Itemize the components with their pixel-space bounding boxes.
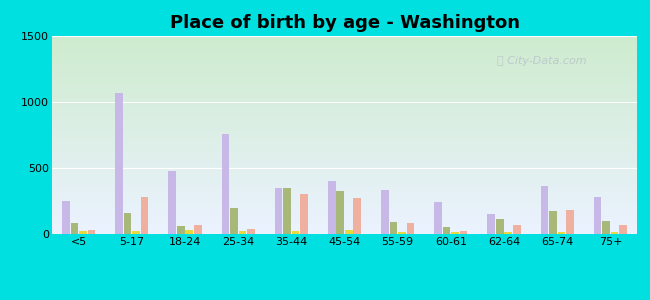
Text: ⓘ City-Data.com: ⓘ City-Data.com: [497, 56, 586, 66]
Bar: [345, 230, 352, 234]
Bar: [88, 230, 95, 234]
Bar: [300, 194, 308, 234]
Bar: [381, 190, 389, 234]
Bar: [451, 232, 459, 234]
Bar: [460, 231, 467, 234]
Title: Place of birth by age - Washington: Place of birth by age - Washington: [170, 14, 519, 32]
Bar: [513, 225, 521, 234]
Bar: [389, 222, 397, 234]
Bar: [177, 226, 185, 234]
Bar: [115, 93, 123, 234]
Bar: [541, 187, 549, 234]
Bar: [434, 202, 442, 234]
Bar: [275, 188, 282, 234]
Bar: [337, 191, 344, 234]
Bar: [549, 211, 557, 234]
Bar: [62, 201, 70, 234]
Bar: [140, 197, 148, 234]
Bar: [354, 198, 361, 234]
Bar: [611, 232, 619, 234]
Bar: [496, 219, 504, 234]
Bar: [398, 232, 406, 234]
Bar: [247, 230, 255, 234]
Bar: [132, 231, 140, 234]
Bar: [70, 224, 78, 234]
Bar: [558, 232, 566, 234]
Bar: [79, 231, 86, 234]
Bar: [619, 225, 627, 234]
Bar: [222, 134, 229, 234]
Bar: [603, 221, 610, 234]
Bar: [124, 213, 131, 234]
Bar: [283, 188, 291, 234]
Bar: [194, 225, 202, 234]
Bar: [230, 208, 238, 234]
Bar: [566, 210, 574, 234]
Bar: [594, 197, 601, 234]
Bar: [407, 224, 414, 234]
Bar: [488, 214, 495, 234]
Bar: [328, 181, 335, 234]
Bar: [443, 227, 450, 234]
Bar: [168, 171, 176, 234]
Bar: [504, 232, 512, 234]
Bar: [239, 231, 246, 234]
Bar: [292, 231, 300, 234]
Bar: [185, 230, 193, 234]
